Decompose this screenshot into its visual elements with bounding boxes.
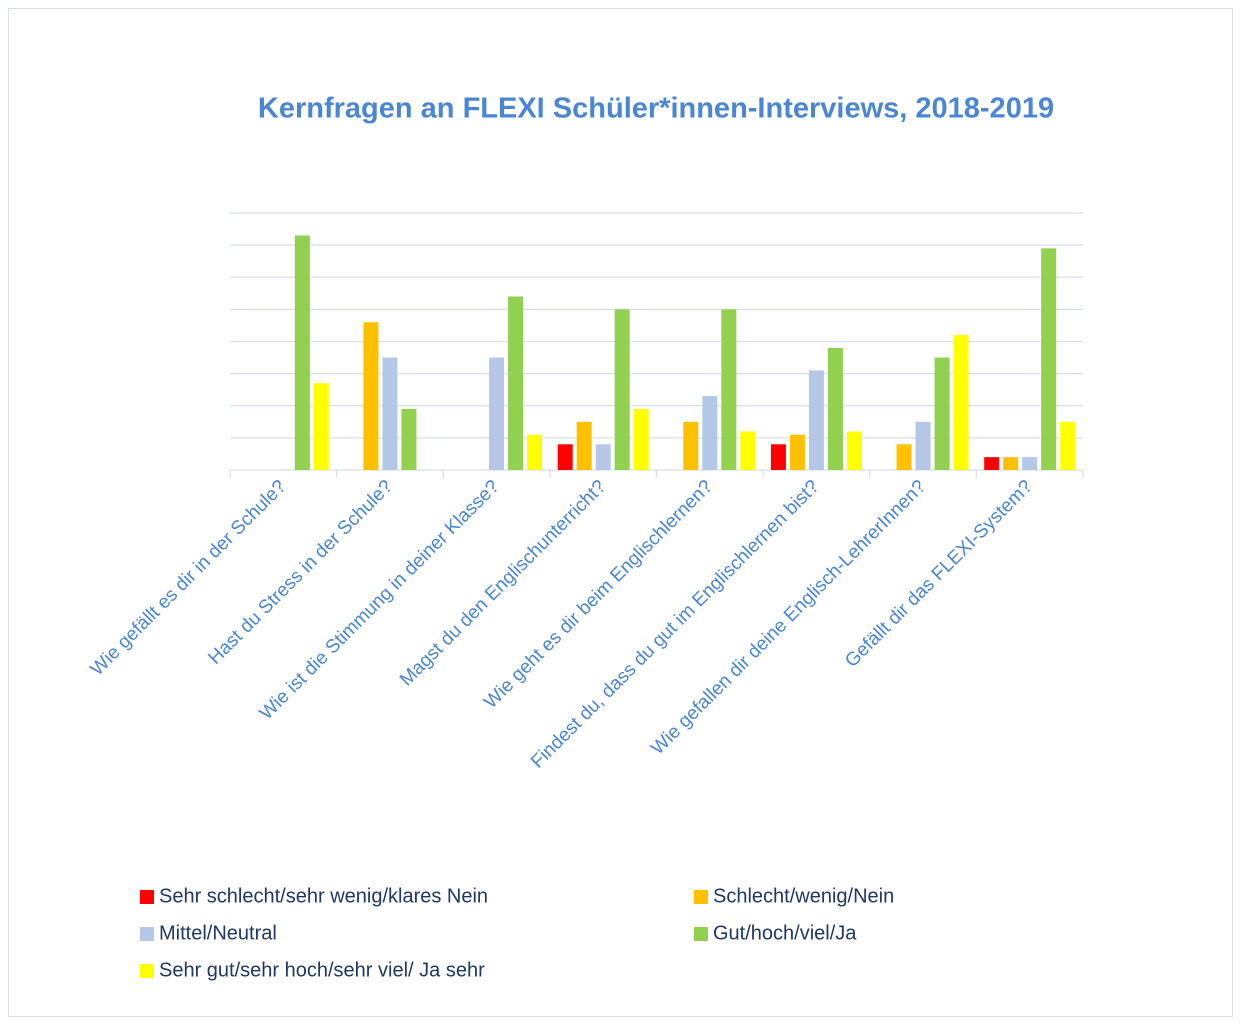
bar — [401, 408, 417, 470]
bar — [808, 370, 824, 470]
legend-swatch — [694, 927, 708, 941]
bar — [702, 396, 718, 470]
bar — [1003, 457, 1019, 470]
legend-label: Gut/hoch/viel/Ja — [713, 922, 857, 944]
bar — [576, 421, 592, 470]
legend-label: Sehr gut/sehr hoch/sehr viel/ Ja sehr — [159, 959, 485, 981]
bar — [1041, 248, 1057, 470]
legend-swatch — [140, 890, 154, 904]
bar — [789, 434, 805, 470]
legend-label: Mittel/Neutral — [159, 922, 277, 944]
chart-frame — [8, 8, 1233, 1017]
legend-label: Schlecht/wenig/Nein — [713, 885, 894, 907]
bar — [508, 296, 524, 470]
bar — [915, 421, 931, 470]
bar — [984, 457, 1000, 470]
bar — [294, 235, 310, 470]
bar — [740, 431, 756, 470]
bar — [527, 434, 543, 470]
bar — [1022, 457, 1038, 470]
bar — [633, 408, 649, 470]
bar — [934, 357, 950, 470]
bar — [827, 347, 843, 470]
bar — [1060, 421, 1076, 470]
bar — [846, 431, 862, 470]
bar — [721, 309, 737, 470]
bar — [313, 383, 329, 470]
legend-label: Sehr schlecht/sehr wenig/klares Nein — [159, 885, 488, 907]
bar — [363, 322, 379, 470]
bar — [896, 444, 912, 470]
bar — [953, 335, 969, 470]
bar — [595, 444, 611, 470]
bar — [770, 444, 786, 470]
legend-swatch — [140, 927, 154, 941]
legend-swatch — [140, 964, 154, 978]
bar — [382, 357, 398, 470]
bar — [557, 444, 573, 470]
chart-title: Kernfragen an FLEXI Schüler*innen-Interv… — [258, 93, 1054, 125]
legend-swatch — [694, 890, 708, 904]
bar — [489, 357, 505, 470]
bar — [614, 309, 630, 470]
bar — [683, 421, 699, 470]
